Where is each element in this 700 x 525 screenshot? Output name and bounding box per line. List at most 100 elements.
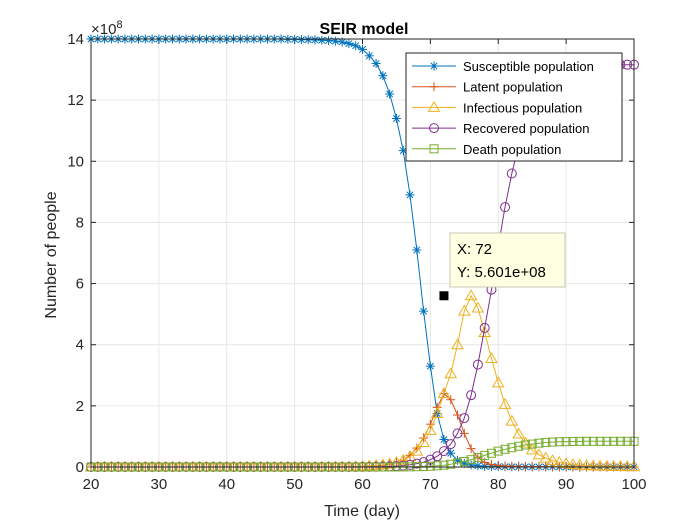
data-point xyxy=(432,451,443,462)
data-point xyxy=(573,458,587,470)
y-tick-label: 4 xyxy=(76,337,84,354)
legend-marker xyxy=(429,61,439,71)
data-point xyxy=(344,39,354,49)
data-point xyxy=(486,448,496,458)
data-point xyxy=(486,460,496,470)
data-point xyxy=(520,440,530,450)
data-point xyxy=(391,113,401,123)
data-tip[interactable]: X: 72 Y: 5.601e+08 xyxy=(439,232,566,301)
data-point xyxy=(480,450,490,460)
data-point xyxy=(464,289,478,301)
legend-item[interactable]: Susceptible population xyxy=(412,59,594,74)
data-point xyxy=(385,89,395,99)
data-point xyxy=(378,71,388,81)
data-point xyxy=(479,322,490,333)
data-point xyxy=(457,304,471,316)
data-point xyxy=(493,446,503,456)
data-point xyxy=(609,436,619,446)
legend-marker xyxy=(427,100,441,112)
marker-stroke xyxy=(311,36,319,44)
marker-stroke xyxy=(392,114,400,122)
data-point xyxy=(498,397,512,409)
data-point xyxy=(437,387,451,399)
data-point xyxy=(419,306,429,316)
data-point xyxy=(620,460,634,472)
data-point xyxy=(548,437,558,447)
y-tick-label: 0 xyxy=(76,459,84,476)
data-point xyxy=(466,455,476,465)
data-point xyxy=(534,438,544,448)
legend-label: Infectious population xyxy=(463,100,582,115)
data-point xyxy=(586,459,600,471)
data-point xyxy=(417,436,430,448)
data-point xyxy=(451,338,464,350)
legend-marker xyxy=(429,82,439,92)
legend-item[interactable]: Death population xyxy=(412,142,561,157)
x-tick-label: 60 xyxy=(354,476,371,493)
data-point xyxy=(439,460,449,470)
y-exponent-base: ×10 xyxy=(91,21,116,38)
data-point xyxy=(371,58,381,68)
marker-stroke xyxy=(325,37,333,45)
data-point xyxy=(622,436,632,446)
data-point xyxy=(588,436,598,446)
data-point xyxy=(459,413,470,424)
data-point xyxy=(412,245,422,255)
marker-stroke xyxy=(297,36,305,44)
data-point xyxy=(622,59,633,70)
data-point xyxy=(410,444,424,456)
marker-stroke xyxy=(406,191,414,199)
data-point xyxy=(559,457,573,469)
marker-stroke xyxy=(365,52,373,60)
marker-stroke xyxy=(345,40,353,48)
data-point xyxy=(425,361,435,371)
data-point xyxy=(552,455,566,467)
data-point xyxy=(566,458,580,470)
legend-item[interactable]: Recovered population xyxy=(412,121,589,136)
y-exponent-power: 8 xyxy=(116,19,122,31)
data-point xyxy=(446,459,456,469)
marker-stroke xyxy=(338,38,346,46)
data-point xyxy=(600,459,614,471)
data-point xyxy=(430,407,444,418)
marker-stroke xyxy=(474,462,482,470)
x-tick-label: 20 xyxy=(83,476,100,493)
data-point xyxy=(432,461,442,471)
data-point xyxy=(506,168,517,179)
x-tick-label: 30 xyxy=(151,476,168,493)
data-point xyxy=(500,202,511,213)
data-point xyxy=(527,439,537,449)
x-tick-label: 40 xyxy=(218,476,235,493)
marker-stroke xyxy=(372,59,380,67)
data-point xyxy=(505,414,519,426)
data-point xyxy=(507,443,517,453)
legend-marker xyxy=(429,123,439,134)
data-point xyxy=(424,423,437,435)
legend-item[interactable]: Infectious population xyxy=(412,100,582,115)
data-point xyxy=(364,51,374,61)
x-tick-label: 90 xyxy=(558,476,575,493)
y-tick-label: 12 xyxy=(67,92,84,109)
marker-stroke xyxy=(318,36,326,44)
chart-title: SEIR model xyxy=(320,21,409,38)
data-point xyxy=(627,460,641,472)
x-tick-label: 100 xyxy=(621,476,646,493)
x-tick-label: 50 xyxy=(286,476,303,493)
data-point xyxy=(546,454,559,466)
data-point xyxy=(532,448,546,460)
marker-stroke xyxy=(440,435,448,443)
marker-stroke xyxy=(430,62,438,70)
data-point xyxy=(358,44,367,54)
marker-stroke xyxy=(420,307,428,315)
legend-item[interactable]: Latent population xyxy=(412,80,563,95)
marker-stroke xyxy=(426,362,434,370)
data-point xyxy=(593,459,607,471)
data-tip-y: Y: 5.601e+08 xyxy=(457,264,546,281)
data-point xyxy=(491,376,505,388)
legend[interactable]: Susceptible population Latent population I… xyxy=(405,52,623,162)
data-point xyxy=(324,36,334,46)
marker-stroke xyxy=(413,246,421,254)
marker-stroke xyxy=(304,36,312,44)
data-point xyxy=(614,460,627,472)
marker-stroke xyxy=(399,147,407,155)
